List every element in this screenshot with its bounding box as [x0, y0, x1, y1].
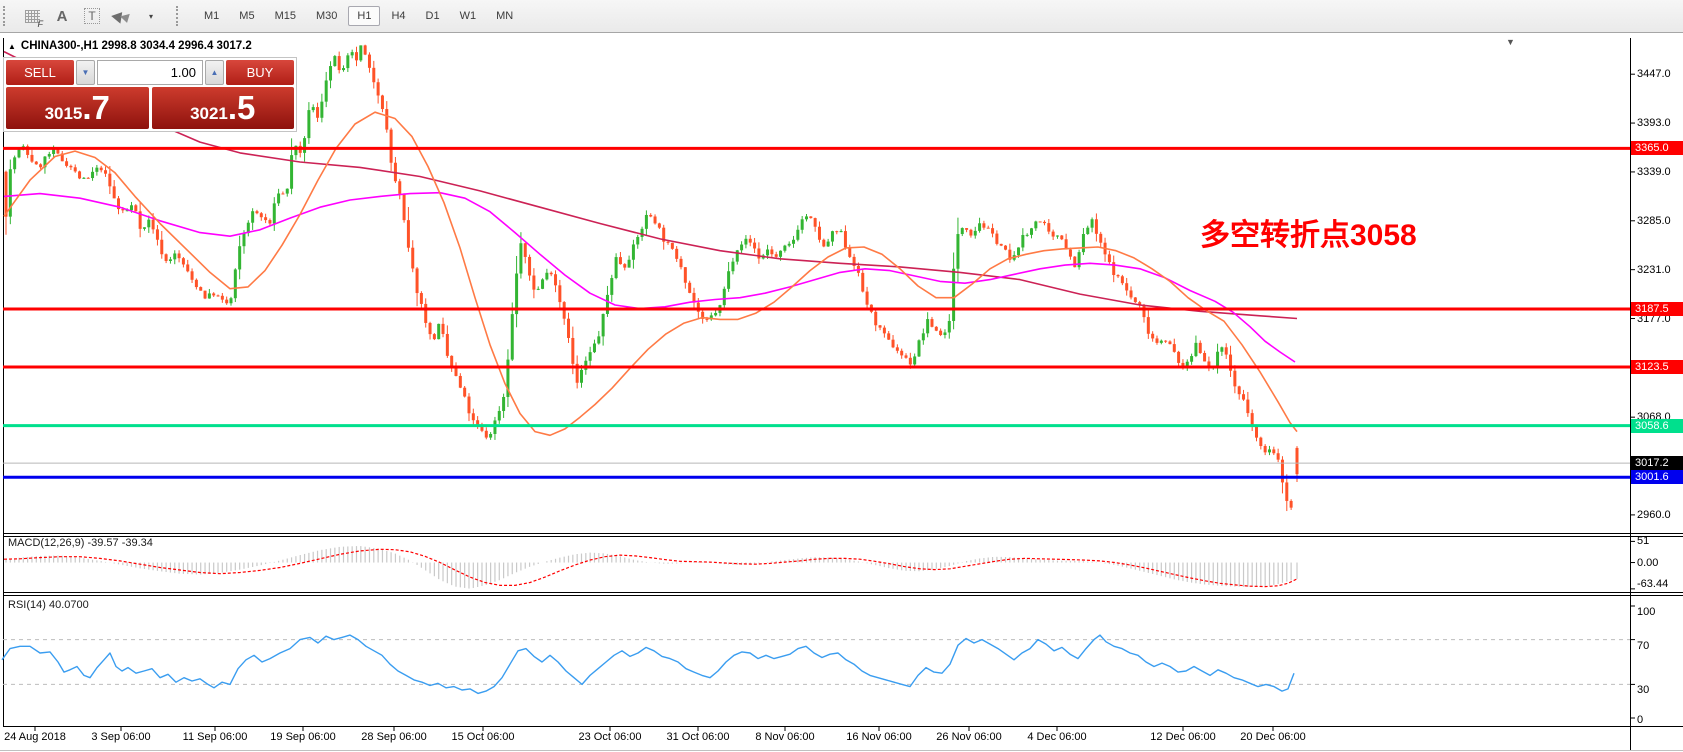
horizontal-lines	[3, 146, 1630, 479]
timeframe-button-h4[interactable]: H4	[391, 10, 406, 22]
time-axis-label: 3 Sep 06:00	[91, 731, 151, 743]
ask-quote-box[interactable]: 3021 .5	[151, 87, 294, 129]
time-axis-label: 11 Sep 06:00	[182, 731, 248, 743]
buy-button[interactable]: BUY	[226, 60, 294, 85]
timeframe-button-mn[interactable]: MN	[496, 10, 514, 22]
macd-axis-label: -63.44	[1637, 578, 1669, 590]
chart-dropdown-icon[interactable]: ▼	[1506, 37, 1515, 47]
bid-price-fraction: .7	[82, 89, 110, 126]
volume-input[interactable]	[97, 60, 203, 85]
time-axis-label: 28 Sep 06:00	[361, 731, 427, 743]
collapse-panel-icon[interactable]: ▲	[8, 41, 16, 51]
time-axis-label: 8 Nov 06:00	[755, 731, 815, 743]
dot-grid-icon	[24, 9, 40, 23]
ask-price-main: 3021	[190, 104, 228, 123]
toolbar-grip[interactable]	[3, 6, 10, 26]
macd-axis-label: 0.00	[1637, 556, 1659, 569]
macd-layer	[5, 546, 1298, 589]
price-tick-label: 2960.0	[1637, 508, 1671, 521]
time-axis-label: 23 Oct 06:00	[578, 731, 642, 743]
volume-decrease-button[interactable]: ▼	[76, 60, 95, 85]
price-tick-label: 3285.0	[1637, 214, 1671, 227]
indicator-grid-icon[interactable]: F	[19, 4, 45, 29]
toolbar: F A T ▾ M1 M5 M15 M30 H1 H4 D1 W1 MN	[0, 0, 1683, 32]
time-axis-label: 24 Aug 2018	[4, 731, 66, 743]
time-axis-label: 20 Dec 06:00	[1240, 731, 1306, 743]
rsi-axis-label: 70	[1637, 639, 1650, 652]
timeframe-button-w1[interactable]: W1	[459, 10, 477, 22]
rsi-line	[1, 634, 1295, 695]
hline-price-label[interactable]: 3123.5	[1631, 359, 1683, 374]
timeframe-bar: M1 M5 M15 M30 H1 H4 D1 W1 MN	[194, 6, 523, 26]
timeframe-button-m15[interactable]: M15	[274, 10, 296, 22]
timeframe-button-m1[interactable]: M1	[204, 10, 220, 22]
rsi-axis-label: 30	[1637, 684, 1650, 697]
rsi-label: RSI(14) 40.0700	[8, 599, 89, 611]
hline-price-label[interactable]: 3001.6	[1631, 470, 1683, 485]
macd-label: MACD(12,26,9) -39.57 -39.34	[8, 537, 153, 549]
sell-button[interactable]: SELL	[6, 60, 74, 85]
ma-mid-line	[3, 191, 1296, 363]
rsi-axis-label: 100	[1637, 606, 1656, 618]
time-axis-label: 12 Dec 06:00	[1150, 731, 1216, 743]
f-mark: F	[37, 19, 44, 29]
time-axis-label: 16 Nov 06:00	[846, 731, 912, 743]
toolbar-divider	[0, 32, 1683, 33]
text-tool-icon[interactable]: A	[56, 7, 68, 25]
label-tool-icon[interactable]: T	[79, 4, 105, 28]
price-tick-label: 3447.0	[1637, 68, 1671, 81]
timeframe-button-d1[interactable]: D1	[425, 10, 440, 22]
timeframe-button-m5[interactable]: M5	[239, 10, 255, 22]
timeframe-button-m30[interactable]: M30	[315, 10, 338, 22]
one-click-trading-panel: SELL ▼ ▲ BUY 3015 .7 3021 .5	[3, 57, 297, 132]
ma-fast-line	[3, 111, 1298, 437]
t-glyph: T	[84, 8, 100, 24]
symbol-ohlc-text: CHINA300-,H1 2998.8 3034.4 2996.4 3017.2	[20, 40, 252, 52]
bid-quote-box[interactable]: 3015 .7	[6, 87, 149, 129]
chart-annotation-text[interactable]: 多空转折点3058	[1200, 219, 1417, 252]
hline-price-label[interactable]: 3058.6	[1631, 418, 1683, 433]
symbol-header: ▲ CHINA300-,H1 2998.8 3034.4 2996.4 3017…	[8, 40, 252, 52]
rsi-level-lines	[3, 639, 1630, 685]
timeframe-button-h1[interactable]: H1	[348, 6, 381, 26]
hline-price-label[interactable]: 3187.5	[1631, 302, 1683, 317]
rsi-axis-label: 0	[1637, 714, 1644, 726]
price-tick-label: 3231.0	[1637, 263, 1671, 276]
current-price-label: 3017.2	[1631, 456, 1683, 471]
time-axis-label: 26 Nov 06:00	[936, 731, 1002, 743]
toolbar-grip-2[interactable]	[176, 6, 183, 26]
time-axis-label: 15 Oct 06:00	[451, 731, 515, 743]
price-tick-label: 3339.0	[1637, 165, 1671, 178]
ask-price-fraction: .5	[227, 89, 256, 126]
macd-signal-line	[3, 548, 1298, 588]
time-axis-label: 4 Dec 06:00	[1027, 731, 1087, 743]
price-tick-label: 3393.0	[1637, 117, 1671, 130]
bid-price-main: 3015	[44, 104, 83, 123]
time-axis-label: 19 Sep 06:00	[270, 731, 336, 743]
hline-price-label[interactable]: 3365.0	[1631, 141, 1683, 156]
macd-axis-label: 51	[1637, 535, 1650, 548]
arrow-objects-dropdown-icon[interactable]: ▾	[148, 11, 153, 21]
axis-tick-dashes	[34, 73, 1635, 731]
time-axis-label: 31 Oct 06:00	[666, 731, 730, 743]
panel-borders	[0, 38, 1683, 751]
volume-increase-button[interactable]: ▲	[205, 60, 224, 85]
